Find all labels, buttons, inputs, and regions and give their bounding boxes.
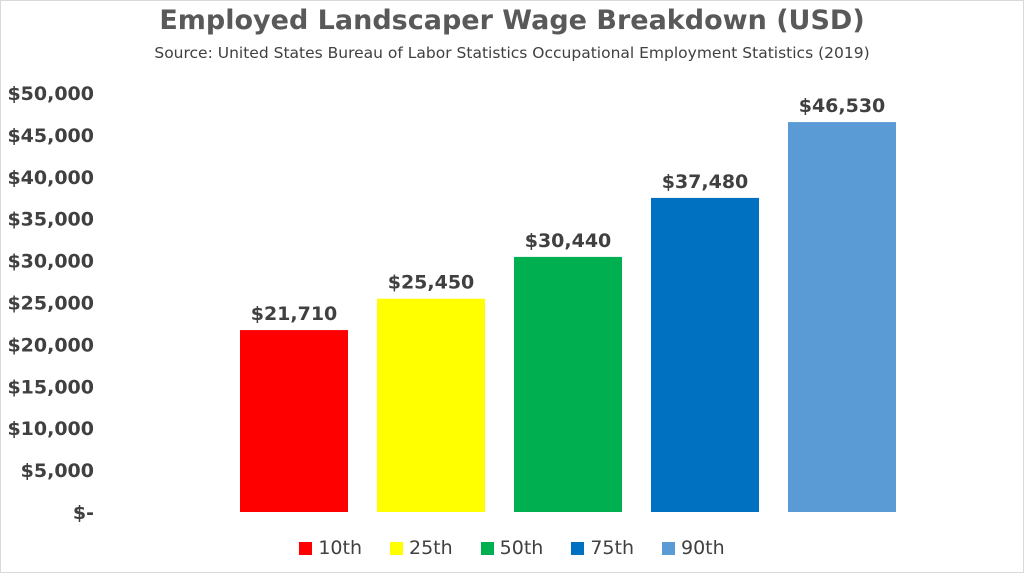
legend-label: 25th (408, 537, 453, 559)
legend-swatch (571, 541, 585, 555)
chart-subtitle: Source: United States Bureau of Labor St… (154, 44, 870, 62)
y-tick-label: $25,000 (7, 293, 94, 315)
y-tick-label: $10,000 (7, 418, 94, 440)
bar-10th (240, 330, 348, 512)
legend-item: 10th (299, 537, 362, 559)
legend-swatch (662, 541, 675, 555)
y-tick-label: $30,000 (7, 251, 94, 273)
y-tick-label: $15,000 (7, 376, 94, 398)
y-tick-label: $40,000 (7, 167, 94, 189)
y-tick-label: $45,000 (7, 125, 94, 147)
bar-75th (651, 197, 759, 512)
legend-item: 75th (571, 537, 634, 559)
data-label: $37,480 (662, 171, 749, 193)
chart-legend: 10th 25th 50th 75th 90th (0, 537, 1024, 559)
legend-label: 90th (681, 537, 725, 559)
data-label: $46,530 (799, 95, 886, 117)
data-label: $30,440 (525, 230, 612, 252)
bar-50th (514, 256, 622, 512)
y-tick-label: $- (73, 502, 94, 524)
y-tick-label: $35,000 (7, 209, 94, 231)
bar-90th (788, 122, 896, 512)
legend-label: 75th (590, 537, 634, 559)
data-label: $21,710 (251, 303, 338, 325)
chart-title: Employed Landscaper Wage Breakdown (USD) (159, 5, 865, 36)
y-tick-label: $50,000 (7, 83, 94, 105)
y-tick-label: $20,000 (7, 334, 94, 356)
legend-item: 90th (662, 537, 725, 559)
legend-label: 50th (499, 537, 544, 559)
legend-label: 10th (318, 537, 362, 559)
legend-swatch (299, 541, 313, 555)
bar-25th (377, 298, 485, 512)
legend-item: 25th (389, 537, 453, 559)
legend-swatch (389, 541, 403, 555)
legend-item: 50th (480, 537, 544, 559)
legend-swatch (480, 541, 494, 555)
data-label: $25,450 (388, 272, 475, 294)
y-tick-label: $5,000 (21, 460, 94, 482)
